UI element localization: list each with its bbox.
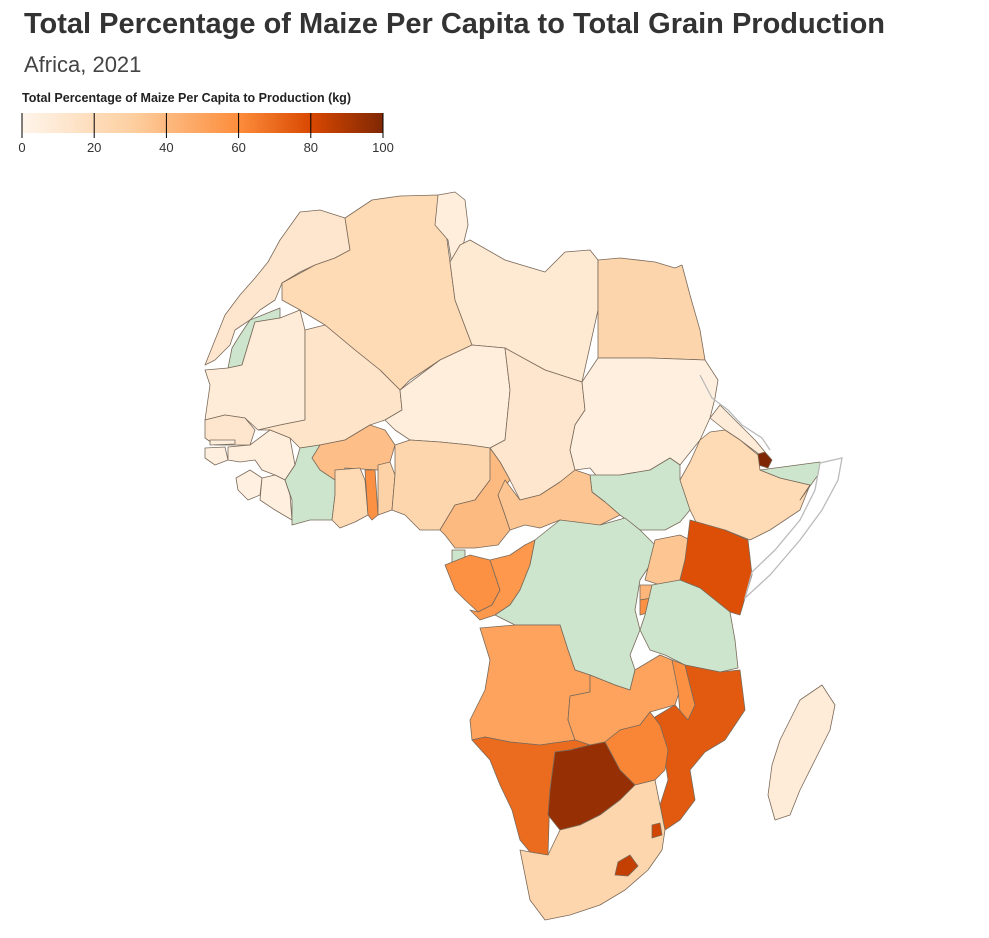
country-madagascar[interactable] bbox=[767, 684, 836, 821]
country-eswatini[interactable] bbox=[651, 822, 663, 839]
legend-tick-label-40: 40 bbox=[159, 140, 173, 155]
legend-tick-label-0: 0 bbox=[18, 140, 25, 155]
legend-tick-label-20: 20 bbox=[87, 140, 101, 155]
legend-tick-label-60: 60 bbox=[231, 140, 245, 155]
legend-tick-label-80: 80 bbox=[304, 140, 318, 155]
country-somalia[interactable] bbox=[759, 461, 821, 501]
page-title: Total Percentage of Maize Per Capita to … bbox=[24, 8, 885, 40]
country-central-african-republic[interactable] bbox=[497, 469, 621, 531]
eritrea-coast-outline bbox=[699, 374, 771, 451]
country-togo[interactable] bbox=[364, 469, 379, 521]
legend-title: Total Percentage of Maize Per Capita to … bbox=[22, 91, 351, 105]
country-lesotho[interactable] bbox=[614, 854, 639, 877]
country-liberia[interactable] bbox=[259, 474, 293, 521]
legend-scale: 0 20 40 60 80 100 bbox=[18, 113, 394, 155]
country-sierra-leone[interactable] bbox=[235, 469, 263, 501]
country-ghana[interactable] bbox=[331, 467, 369, 529]
color-legend: Total Percentage of Maize Per Capita to … bbox=[14, 88, 414, 158]
country-gambia[interactable] bbox=[209, 439, 236, 446]
page-subtitle: Africa, 2021 bbox=[24, 52, 142, 77]
country-egypt[interactable] bbox=[597, 257, 706, 361]
legend-tick-label-100: 100 bbox=[372, 140, 394, 155]
somalia-coast-outline bbox=[743, 457, 843, 600]
country-kenya[interactable] bbox=[679, 519, 753, 616]
country-guinea-bissau[interactable] bbox=[204, 446, 229, 466]
country-south-africa[interactable] bbox=[519, 779, 666, 921]
legend-gradient-bar bbox=[22, 113, 383, 133]
